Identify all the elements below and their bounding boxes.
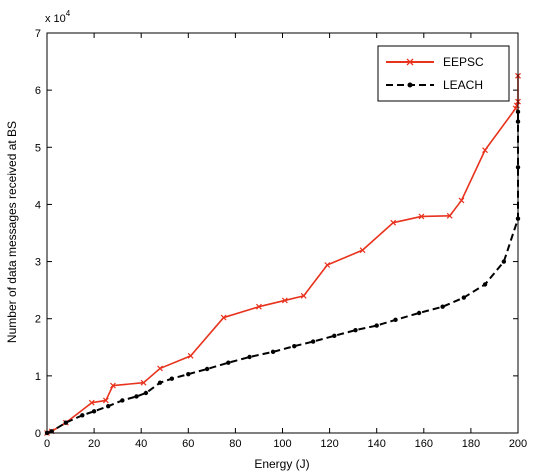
data-point-eepsc	[140, 379, 147, 386]
data-point-leach	[247, 354, 252, 360]
x-tick-label: 40	[135, 438, 147, 450]
legend: EEPSC LEACH	[377, 45, 510, 102]
data-point-leach	[482, 282, 488, 287]
legend-marker-eepsc	[406, 58, 414, 66]
series-line-eepsc	[46, 75, 519, 434]
y-tick-label: 7	[35, 28, 41, 40]
data-point-leach	[143, 390, 149, 396]
data-point-leach	[332, 333, 337, 339]
data-point-leach	[91, 409, 97, 414]
x-tick-label: 140	[368, 438, 386, 450]
y-tick-label: 2	[35, 314, 41, 326]
data-point-leach	[157, 380, 163, 385]
data-point-eepsc	[187, 352, 194, 359]
data-point-leach	[134, 394, 139, 399]
x-tick-label: 80	[229, 438, 241, 450]
data-point-leach	[80, 413, 85, 418]
legend-box	[377, 45, 510, 102]
data-point-leach	[226, 360, 231, 365]
data-point-leach	[310, 339, 316, 344]
data-point-eepsc	[324, 262, 331, 268]
data-point-leach	[204, 366, 210, 372]
data-point-leach	[106, 403, 111, 409]
x-tick-label: 200	[509, 438, 527, 450]
data-point-leach	[292, 343, 297, 349]
data-point-eepsc	[256, 303, 262, 310]
x-tick-label: 160	[415, 438, 433, 450]
data-point-leach	[63, 420, 69, 425]
data-point-leach	[120, 398, 125, 403]
data-point-leach	[169, 376, 175, 381]
data-point-leach	[49, 429, 54, 434]
data-point-eepsc	[281, 297, 288, 304]
data-point-eepsc	[102, 397, 109, 404]
data-point-leach	[393, 317, 398, 323]
data-point-leach	[186, 371, 191, 377]
y-axis-label: Number of data messages received at BS	[5, 121, 19, 343]
x-tick-label: 100	[273, 438, 291, 450]
legend-label-eepsc: EEPSC	[443, 55, 484, 69]
y-tick-label: 1	[35, 371, 41, 383]
data-point-eepsc	[458, 197, 465, 204]
y-tick-label: 0	[35, 428, 41, 440]
data-point-eepsc	[390, 219, 397, 226]
data-point-leach	[461, 295, 467, 300]
data-point-eepsc	[446, 212, 453, 219]
data-point-eepsc	[300, 292, 307, 299]
data-point-leach	[416, 310, 422, 316]
data-point-eepsc	[220, 314, 227, 321]
data-point-eepsc	[88, 399, 95, 406]
legend-label-leach: LEACH	[443, 78, 483, 92]
y-tick-label: 3	[35, 257, 41, 269]
data-point-leach	[374, 323, 379, 328]
data-point-eepsc	[359, 247, 366, 254]
x-tick-label: 0	[44, 438, 50, 450]
data-point-leach	[270, 349, 276, 355]
y-tick-label: 6	[35, 85, 41, 97]
plot-frame	[46, 32, 519, 434]
y-tick-label: 4	[35, 199, 41, 211]
y-multiplier-exponent: 4	[66, 9, 71, 18]
series-layer	[44, 72, 521, 436]
x-tick-label: 20	[88, 438, 100, 450]
data-point-leach	[440, 304, 445, 309]
legend-marker-leach	[407, 82, 413, 88]
data-point-leach	[501, 259, 507, 264]
y-multiplier: x 104	[45, 9, 71, 25]
x-tick-label: 180	[462, 438, 480, 450]
x-tick-label: 60	[182, 438, 194, 450]
data-point-eepsc	[157, 365, 163, 372]
x-axis-label: Energy (J)	[254, 457, 309, 471]
y-tick-label: 5	[35, 142, 41, 154]
ticks-layer: 0 20 40 60 80 100 120 140 160 180 200 0 1 2 3 4 5 6 7	[35, 28, 527, 450]
data-point-eepsc	[482, 147, 488, 154]
data-point-eepsc	[110, 382, 116, 389]
data-point-eepsc	[418, 213, 425, 220]
data-point-leach	[353, 327, 358, 333]
x-tick-label: 120	[320, 438, 338, 450]
